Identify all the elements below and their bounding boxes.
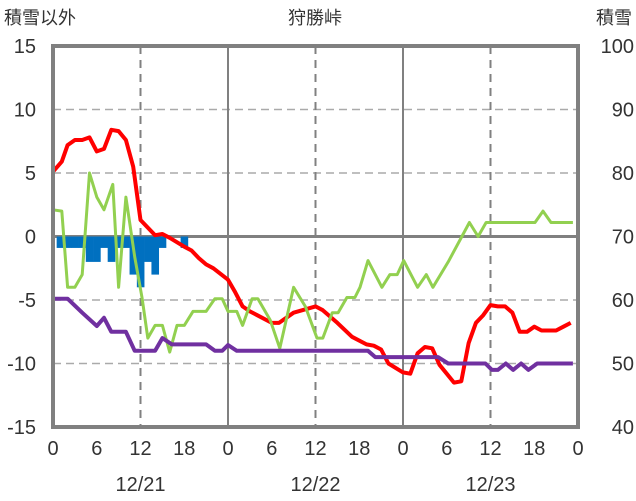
- bar: [93, 236, 101, 262]
- date-label: 12/22: [290, 474, 340, 496]
- purple-line: [53, 296, 573, 372]
- left-tick-label: 0: [25, 227, 36, 249]
- x-tick-label: 18: [348, 438, 370, 460]
- date-label: 12/23: [465, 474, 515, 496]
- right-tick-label: 40: [612, 417, 634, 439]
- bar: [122, 236, 130, 248]
- left-axis-label: 積雪以外: [4, 8, 76, 29]
- right-tick-label: 60: [612, 290, 634, 312]
- right-tick-label: 90: [612, 100, 634, 122]
- bar: [56, 236, 65, 248]
- x-tick-label: 6: [441, 438, 452, 460]
- bar: [63, 236, 72, 248]
- bar: [100, 236, 108, 248]
- bar: [71, 236, 79, 248]
- x-tick-label: 18: [173, 438, 195, 460]
- x-tick-label: 6: [91, 438, 102, 460]
- right-tick-label: 70: [612, 227, 634, 249]
- left-tick-label: -15: [7, 417, 36, 439]
- right-tick-label: 80: [612, 163, 634, 185]
- right-tick-label: 100: [601, 36, 634, 58]
- x-tick-label: 12: [129, 438, 151, 460]
- x-tick-label: 0: [222, 438, 233, 460]
- x-tick-label: 0: [397, 438, 408, 460]
- right-tick-label: 50: [612, 354, 634, 376]
- left-tick-label: 10: [14, 100, 36, 122]
- line-series: [51, 127, 573, 385]
- x-tick-label: 18: [523, 438, 545, 460]
- bar: [136, 236, 145, 288]
- chart-title: 狩勝峠: [288, 8, 342, 29]
- plot-frame: [51, 44, 580, 429]
- bar: [107, 236, 116, 262]
- left-tick-label: 5: [25, 163, 36, 185]
- bar: [151, 236, 160, 275]
- bar: [114, 236, 123, 248]
- bar: [144, 236, 152, 262]
- plot-border: [51, 44, 580, 429]
- x-tick-label: 0: [47, 438, 58, 460]
- x-tick-label: 0: [572, 438, 583, 460]
- bar: [78, 236, 87, 248]
- bar: [158, 236, 167, 248]
- date-label: 12/21: [115, 474, 165, 496]
- bar: [85, 236, 94, 262]
- left-tick-label: -5: [18, 290, 36, 312]
- left-tick-label: -10: [7, 354, 36, 376]
- left-tick-label: 15: [14, 36, 36, 58]
- right-axis-label: 積雪: [596, 8, 632, 29]
- x-tick-label: 12: [479, 438, 501, 460]
- x-tick-label: 12: [304, 438, 326, 460]
- green-line: [52, 171, 573, 354]
- bar: [180, 236, 189, 248]
- x-tick-label: 6: [266, 438, 277, 460]
- red-line: [51, 127, 572, 385]
